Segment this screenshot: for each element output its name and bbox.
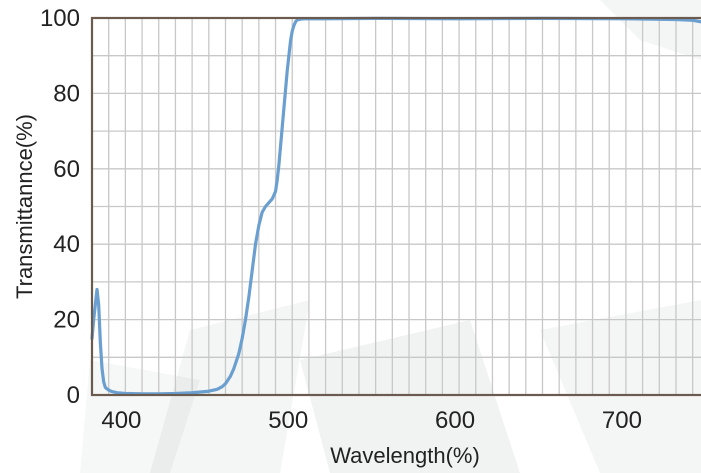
y-tick-label: 100 — [40, 5, 80, 32]
x-tick-label: 600 — [435, 407, 475, 434]
y-axis-ticks: 0 20 40 60 80 100 — [40, 5, 80, 409]
x-tick-label: 700 — [602, 407, 642, 434]
x-axis-ticks: 400 500 600 700 — [101, 407, 642, 434]
background-shape — [150, 300, 310, 473]
x-tick-label: 500 — [268, 407, 308, 434]
x-axis-title: Wavelength(%) — [330, 443, 480, 468]
background-shape — [80, 360, 200, 473]
y-tick-label: 20 — [53, 307, 80, 334]
y-tick-label: 80 — [53, 80, 80, 107]
x-tick-label: 400 — [101, 407, 141, 434]
y-tick-label: 0 — [67, 382, 80, 409]
plot-frame — [90, 16, 701, 397]
background-shape — [300, 320, 520, 473]
y-axis-title: Transmittannce(%) — [12, 114, 37, 299]
background-shape — [540, 300, 701, 473]
y-tick-label: 40 — [53, 231, 80, 258]
background-watermark-shapes — [80, 0, 701, 473]
background-shape — [600, 0, 701, 60]
y-tick-label: 60 — [53, 156, 80, 183]
